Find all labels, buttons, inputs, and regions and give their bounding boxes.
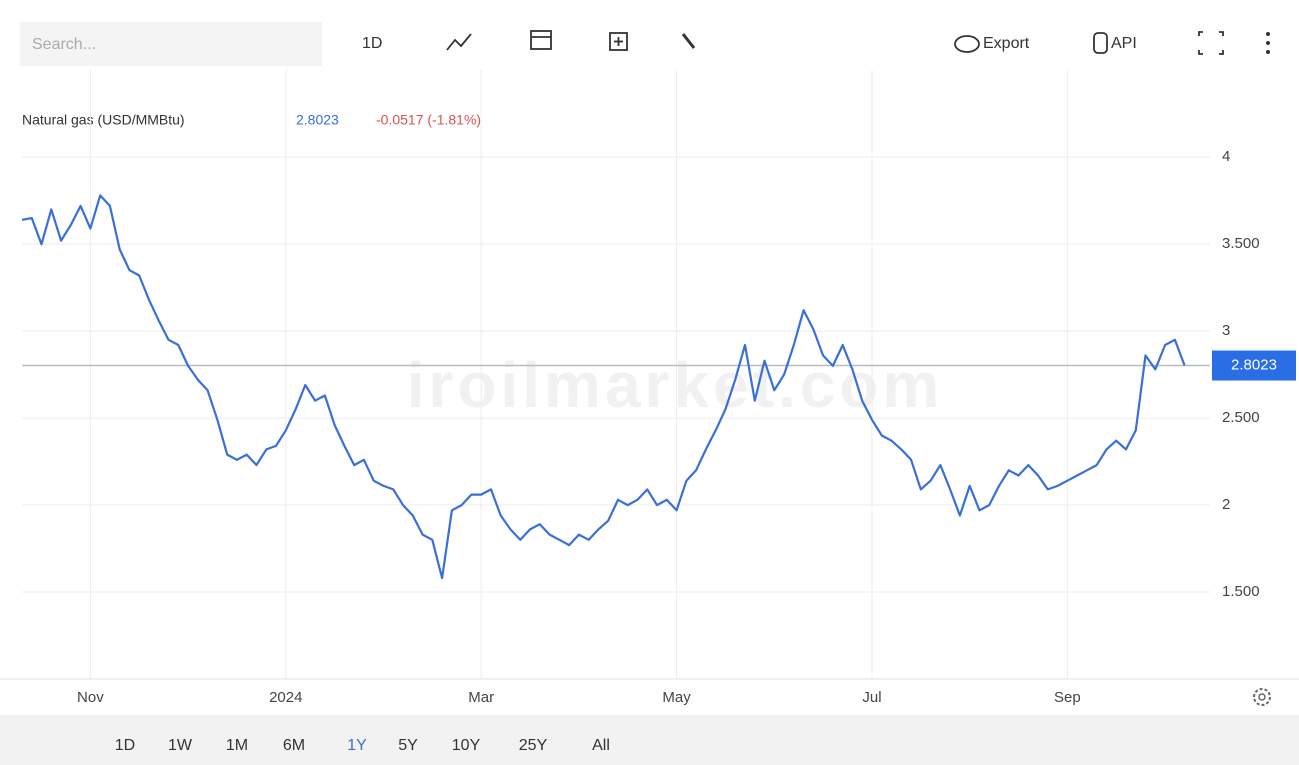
- tools-icon[interactable]: [681, 33, 696, 49]
- series-name: Natural gas (USD/MMBtu): [22, 112, 185, 128]
- fullscreen-icon[interactable]: [1198, 31, 1224, 55]
- last-price-box: [1212, 350, 1296, 381]
- export-label[interactable]: Export: [983, 35, 1030, 52]
- range-bar: [0, 715, 1299, 765]
- compare-icon[interactable]: [609, 32, 628, 51]
- watermark: iroilmarket.com: [407, 349, 944, 421]
- api-label[interactable]: API: [1111, 35, 1137, 52]
- y-tick-label: 2.500: [1222, 409, 1260, 426]
- range-button[interactable]: 10Y: [452, 737, 481, 754]
- range-button[interactable]: 1M: [226, 737, 248, 754]
- series-line: [21, 194, 1186, 580]
- x-tick-label: Jul: [862, 689, 881, 706]
- range-button[interactable]: 1D: [115, 737, 135, 754]
- range-button[interactable]: 1Y: [347, 737, 367, 754]
- calendar-icon[interactable]: [530, 30, 552, 50]
- y-tick-label: 2: [1222, 496, 1230, 513]
- range-button[interactable]: 5Y: [398, 737, 418, 754]
- line-icon[interactable]: [446, 33, 472, 51]
- export-button[interactable]: Export: [954, 35, 1030, 53]
- search-placeholder[interactable]: Search...: [32, 36, 96, 53]
- x-tick-label: Mar: [468, 689, 494, 706]
- y-tick-label: 3.500: [1222, 235, 1260, 252]
- range-buttons: 1D 1W 1M 6M 1Y 5Y 10Y 25Y All: [115, 737, 610, 754]
- interval-button[interactable]: 1D: [362, 35, 382, 52]
- y-tick-label: 1.500: [1222, 583, 1260, 600]
- range-button[interactable]: 25Y: [519, 737, 548, 754]
- y-tick-label: 4: [1222, 148, 1230, 165]
- range-button[interactable]: All: [592, 737, 610, 754]
- x-tick-label: 2024: [269, 689, 302, 706]
- x-tick-label: May: [662, 689, 691, 706]
- price-change: -0.0517 (-1.81%): [376, 112, 481, 128]
- x-tick-label: Nov: [77, 689, 104, 706]
- last-price: 2.8023: [296, 112, 339, 128]
- settings-icon[interactable]: [1253, 688, 1271, 706]
- menu-icon[interactable]: [1266, 32, 1270, 54]
- plot-area: 1.500 2 2.500 3 3.500 4 Nov 2024 Mar May Jul Sep 2.8…: [0, 70, 1299, 706]
- range-button[interactable]: 1W: [168, 737, 193, 754]
- last-price-label: 2.8023: [1231, 356, 1277, 373]
- range-button[interactable]: 6M: [283, 737, 305, 754]
- api-button[interactable]: API: [1093, 32, 1137, 54]
- search-box[interactable]: [20, 22, 322, 66]
- y-tick-label: 3: [1222, 322, 1230, 339]
- x-tick-label: Sep: [1054, 689, 1081, 706]
